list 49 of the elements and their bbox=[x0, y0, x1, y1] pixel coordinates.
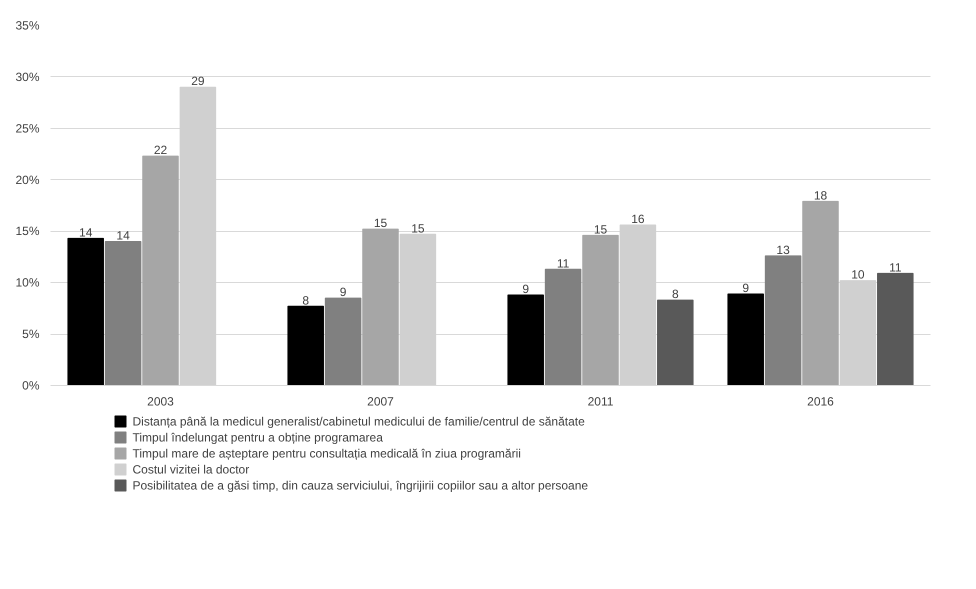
y-tick-label: 30% bbox=[15, 70, 40, 84]
y-tick-label: 0% bbox=[22, 378, 40, 392]
data-label: 9 bbox=[742, 280, 750, 295]
bar bbox=[507, 294, 544, 386]
x-tick-label: 2003 bbox=[147, 394, 174, 408]
data-label: 15 bbox=[594, 222, 608, 236]
y-tick-label: 20% bbox=[15, 172, 40, 187]
data-label: 29 bbox=[191, 74, 205, 88]
y-tick-label: 10% bbox=[15, 276, 40, 290]
legend-label: Timpul îndelungat pentru a obține programarea bbox=[132, 430, 384, 444]
legend-label: Timpul mare de așteptare pentru consultația medicală în ziua programării bbox=[132, 446, 521, 460]
legend-label: Costul vizitei la doctor bbox=[132, 462, 250, 476]
bar bbox=[324, 298, 362, 386]
data-label: 14 bbox=[116, 228, 130, 242]
data-label: 18 bbox=[814, 188, 828, 202]
data-label: 9 bbox=[340, 285, 347, 300]
data-label: 8 bbox=[302, 293, 310, 308]
y-tick-label: 15% bbox=[15, 224, 40, 238]
data-label: 8 bbox=[672, 287, 679, 302]
data-label: 10 bbox=[851, 268, 865, 282]
legend-label: Posibilitatea de a găsi timp, din cauza serviciului, îngrijirii copiilor sau a altor persoane bbox=[132, 478, 588, 492]
x-tick-label: 2007 bbox=[367, 394, 394, 408]
bar bbox=[802, 200, 839, 386]
bar bbox=[764, 255, 802, 386]
data-label: 15 bbox=[411, 221, 425, 236]
bar bbox=[727, 293, 764, 386]
bar bbox=[362, 228, 399, 386]
bar bbox=[67, 238, 104, 386]
data-label: 13 bbox=[776, 242, 790, 257]
data-label: 15 bbox=[374, 216, 388, 230]
data-label: 11 bbox=[889, 260, 902, 274]
y-tick-label: 25% bbox=[15, 121, 40, 136]
data-label: 22 bbox=[154, 143, 168, 158]
data-label: 16 bbox=[631, 212, 645, 226]
data-label: 11 bbox=[556, 256, 570, 270]
bar bbox=[142, 156, 179, 386]
bar bbox=[582, 234, 619, 386]
bar bbox=[877, 272, 914, 386]
data-label: 9 bbox=[522, 282, 530, 296]
y-tick-label: 5% bbox=[22, 327, 40, 342]
bar bbox=[287, 306, 324, 386]
y-tick-label: 35% bbox=[15, 18, 40, 32]
data-label: 14 bbox=[79, 225, 93, 240]
bar bbox=[657, 300, 694, 386]
x-tick-label: 2011 bbox=[588, 394, 614, 408]
bar bbox=[544, 268, 582, 386]
x-tick-label: 2016 bbox=[807, 394, 834, 408]
legend-label: Distanța până la medicul generalist/cabinetul medicului de familie/centrul de sănătate bbox=[132, 414, 586, 428]
bar bbox=[104, 241, 142, 386]
